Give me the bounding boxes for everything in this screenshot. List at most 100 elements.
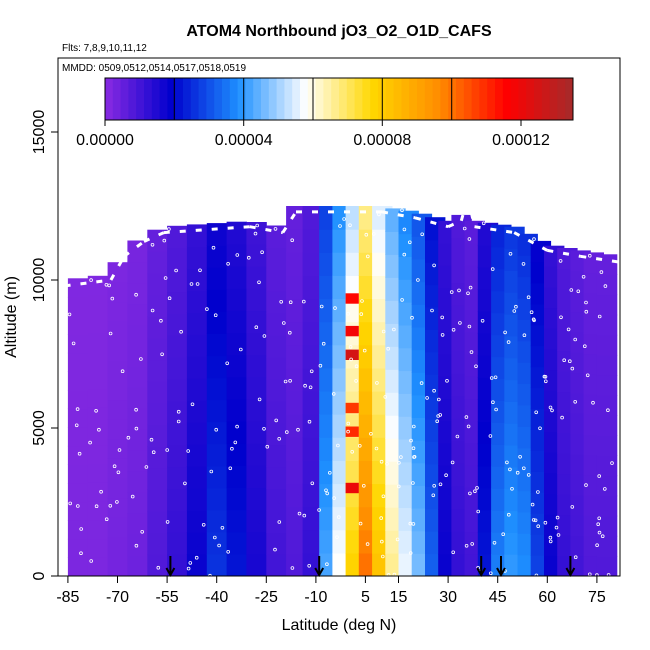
heat-cell: [87, 294, 109, 314]
track-point: [380, 554, 385, 559]
heat-cell: [67, 352, 89, 372]
heat-cell: [127, 429, 148, 451]
heat-cell: [67, 278, 89, 298]
track-point: [600, 534, 605, 538]
track-point: [397, 460, 401, 465]
colorbar-cell: [557, 78, 566, 120]
heat-cell: [87, 425, 109, 446]
track-point: [247, 255, 251, 260]
heat-cell: [147, 294, 168, 317]
heat-cell: [147, 316, 168, 339]
track-point: [603, 284, 608, 288]
track-point: [67, 312, 72, 317]
heat-cell: [87, 350, 109, 371]
ceiling-track: [466, 196, 476, 228]
track-point: [290, 566, 295, 570]
heat-cell: [226, 487, 247, 511]
heat-cell: [107, 497, 128, 518]
heat-cell: [302, 460, 323, 485]
heat-cell: [226, 421, 247, 444]
y-tick-label: 0: [31, 571, 48, 580]
heat-cell: [147, 511, 168, 534]
track-point: [597, 314, 602, 319]
track-point: [186, 449, 191, 453]
heat-cell: [246, 487, 267, 511]
track-point: [348, 345, 353, 349]
track-point: [167, 296, 172, 301]
track-point: [436, 414, 441, 418]
heat-cell: [167, 379, 188, 402]
track-point: [359, 312, 364, 316]
track-point: [475, 486, 479, 490]
x-tick-label: 75: [588, 589, 606, 606]
colorbar-cell: [487, 78, 496, 120]
track-point: [288, 300, 293, 305]
colorbar-cell: [331, 78, 340, 120]
track-point: [399, 455, 403, 459]
track-point: [228, 466, 233, 471]
heat-cell: [107, 556, 128, 576]
track-point: [260, 250, 264, 255]
track-point: [273, 227, 278, 231]
track-point: [573, 337, 577, 342]
heat-cell: [286, 344, 307, 369]
track-point: [357, 443, 362, 448]
heat-cell: [596, 555, 618, 576]
track-point: [226, 261, 230, 266]
track-point: [573, 399, 577, 404]
heat-cell: [87, 519, 109, 540]
track-point: [194, 555, 199, 560]
heat-cell: [127, 513, 148, 535]
colorbar-cell: [385, 78, 395, 120]
heat-cell: [266, 335, 287, 358]
heat-cell: [127, 282, 148, 305]
track-point: [402, 227, 407, 232]
ceiling-track: [109, 255, 126, 281]
track-point: [379, 539, 384, 544]
track-point: [597, 530, 602, 535]
heat-cell: [286, 391, 307, 415]
heat-cell: [186, 378, 208, 401]
track-point: [432, 263, 436, 268]
track-point: [186, 566, 191, 571]
heat-cell: [67, 445, 89, 465]
heat-cell: [127, 324, 148, 346]
track-point: [333, 306, 337, 310]
track-point: [342, 217, 346, 221]
heat-cell: [246, 531, 267, 555]
track-point: [468, 491, 472, 496]
heat-cell: [206, 443, 228, 467]
track-point: [139, 357, 143, 361]
track-point: [411, 424, 416, 429]
colorbar-cell: [300, 78, 309, 120]
heat-cell: [206, 509, 228, 533]
heat-cell: [226, 288, 247, 311]
track-point: [265, 444, 270, 449]
track-point: [379, 459, 384, 464]
colorbar: 0.00000 0.00004 0.00008 0.00012: [76, 77, 574, 149]
heat-cell: [167, 510, 188, 533]
heat-cell: [67, 334, 89, 354]
heat-cell: [206, 245, 228, 268]
heat-cell: [596, 395, 618, 416]
track-point: [440, 315, 445, 320]
track-point: [582, 344, 587, 349]
heat-cell: [286, 298, 307, 323]
heat-cell: [246, 553, 267, 576]
track-point: [505, 460, 509, 465]
track-point: [548, 535, 553, 540]
colorbar-cell: [128, 78, 137, 120]
heat-cell: [226, 553, 247, 576]
heat-cell: [596, 274, 618, 296]
colorbar-cell: [315, 78, 324, 120]
track-point: [533, 518, 538, 523]
heat-cell: [127, 303, 148, 325]
heat-cell: [186, 312, 208, 335]
heat-cell: [107, 419, 128, 440]
heat-cell: [226, 443, 247, 466]
colorbar-cell: [456, 78, 465, 120]
x-tick-label: -55: [156, 589, 179, 606]
track-point: [325, 491, 330, 496]
heat-cell: [596, 415, 618, 436]
track-point: [150, 308, 155, 313]
